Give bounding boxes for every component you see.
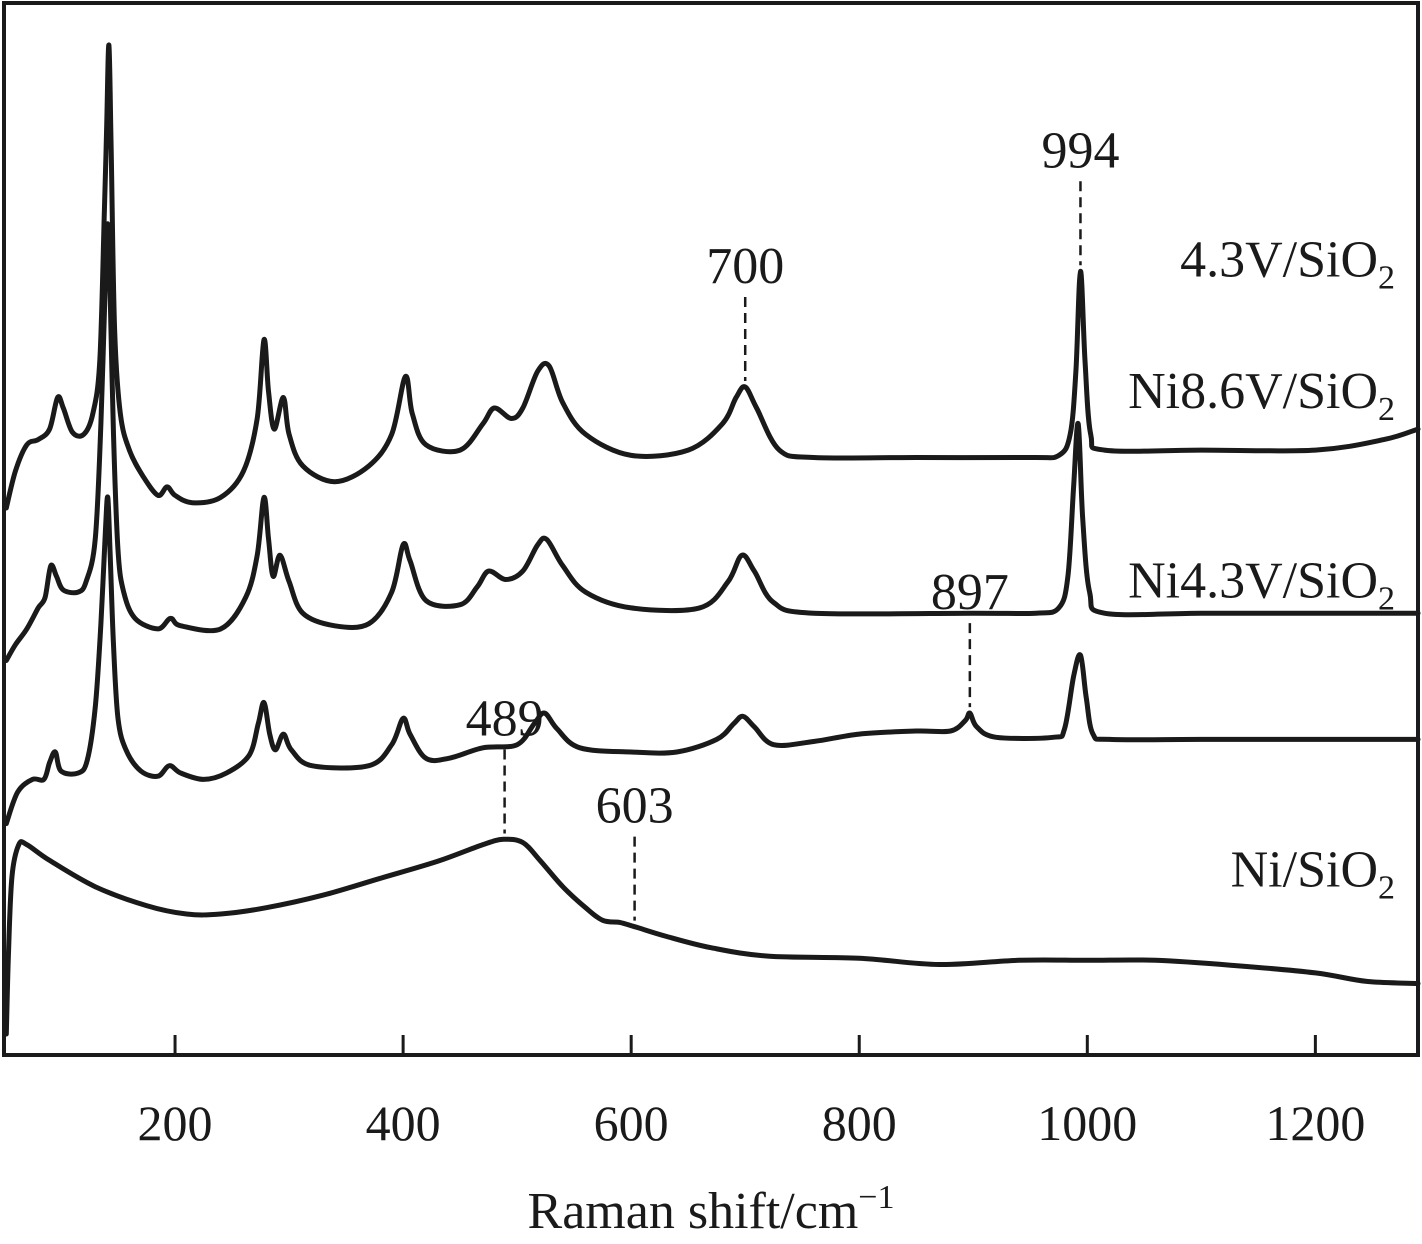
- peak-label-700: 700: [706, 238, 784, 295]
- series-line-0: [3, 42, 1421, 511]
- series-labels: 4.3V/SiO2 Ni8.6V/SiO2 Ni4.3V/SiO2 Ni/SiO2: [1128, 232, 1395, 907]
- peak-label-603: 603: [596, 778, 674, 835]
- x-tick-label-600: 600: [594, 1095, 669, 1151]
- x-tick-label-800: 800: [822, 1095, 897, 1151]
- series-line-2: [3, 494, 1421, 827]
- series-label-0: 4.3V/SiO2: [1180, 232, 1395, 297]
- peak-annotations: 994 700 897 489 603: [466, 122, 1119, 921]
- peak-label-994: 994: [1041, 122, 1119, 179]
- plot-frame: [2, 1, 1420, 1057]
- series-label-1: Ni8.6V/SiO2: [1128, 363, 1395, 428]
- peak-label-897: 897: [931, 564, 1009, 621]
- series-line-3: [3, 836, 1421, 1037]
- peak-label-489: 489: [466, 691, 544, 748]
- series-lines: [3, 42, 1421, 1037]
- series-line-1: [3, 221, 1421, 663]
- x-tick-label-1200: 1200: [1265, 1095, 1365, 1151]
- series-label-2: Ni4.3V/SiO2: [1128, 552, 1395, 617]
- x-axis-ticks: [173, 1035, 1317, 1055]
- x-tick-label-1000: 1000: [1037, 1095, 1137, 1151]
- x-tick-label-200: 200: [138, 1095, 213, 1151]
- series-label-3: Ni/SiO2: [1231, 842, 1395, 907]
- x-axis-tick-labels: 200 400 600 800 1000 1200: [138, 1095, 1366, 1151]
- x-axis-title: Raman shift/cm−1: [528, 1179, 895, 1240]
- x-tick-label-400: 400: [366, 1095, 441, 1151]
